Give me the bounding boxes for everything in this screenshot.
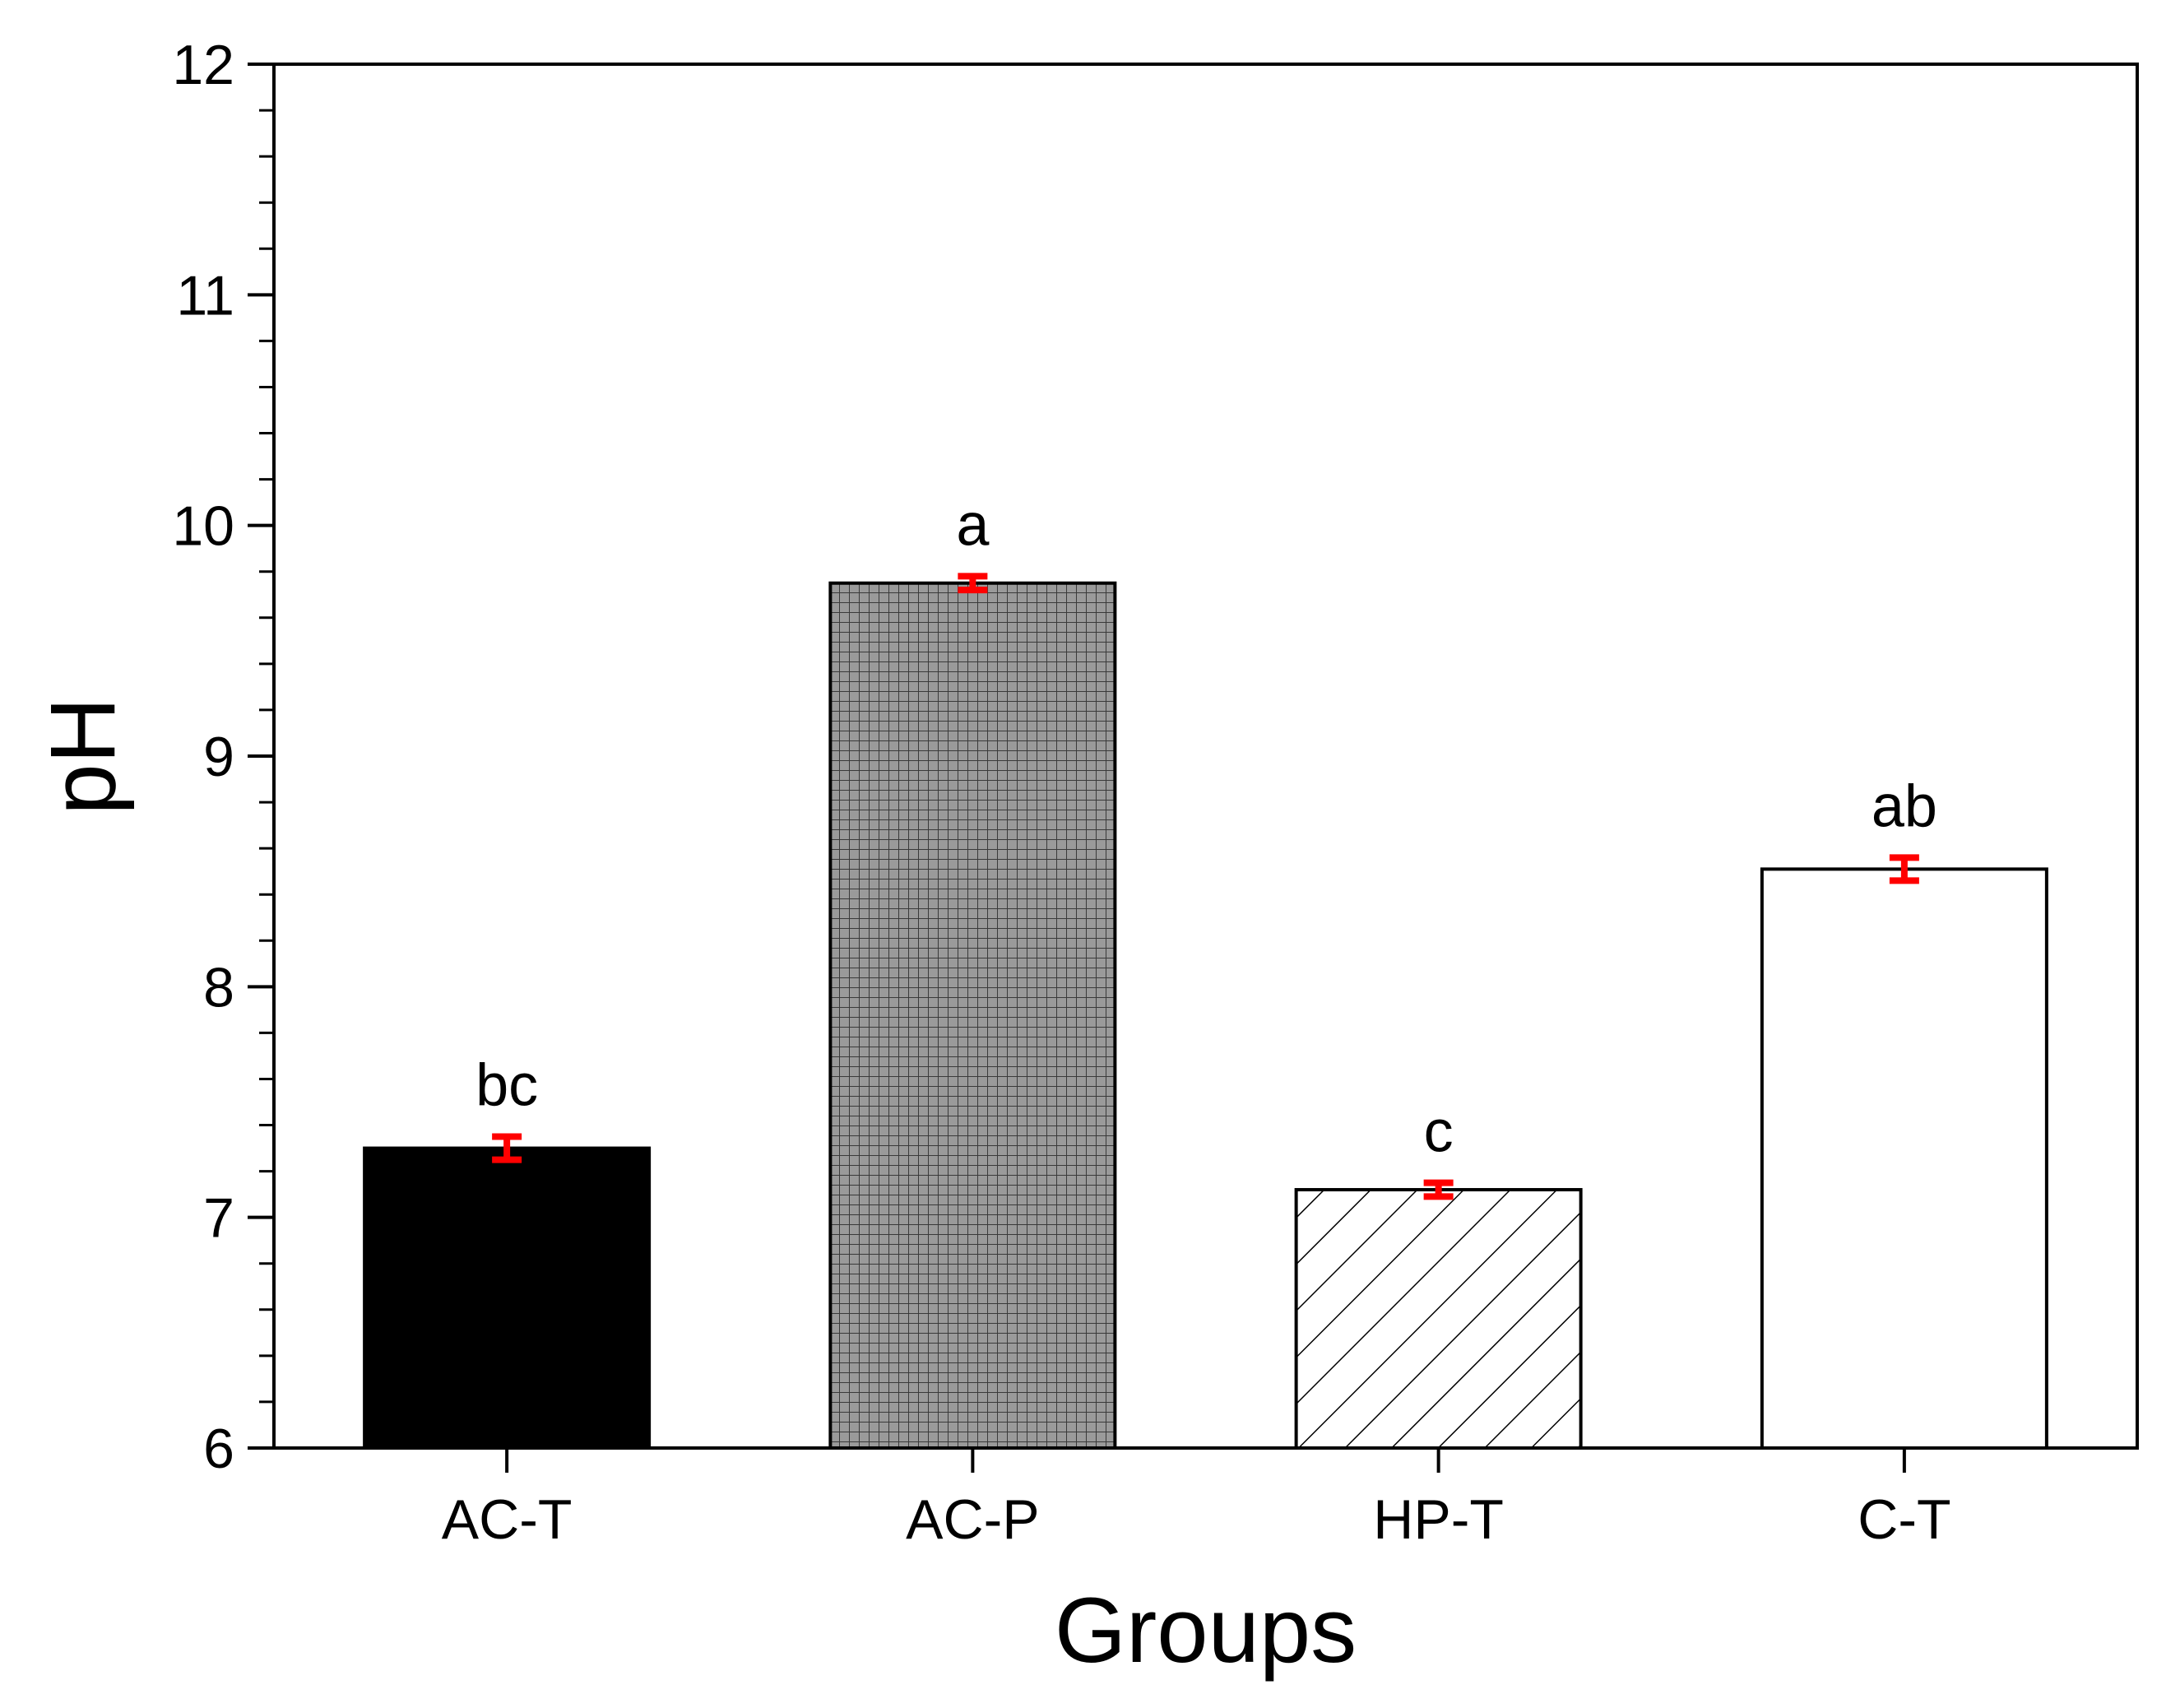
x-tick-label-ac-p: AC-P — [906, 1488, 1039, 1551]
y-tick-label: 11 — [176, 264, 234, 327]
bar-c-t — [1760, 867, 2048, 1450]
error-bar-ac-p — [958, 573, 988, 594]
y-tick-label: 10 — [172, 495, 234, 558]
error-bar-c-t — [1889, 854, 1919, 884]
x-tick-label-ac-t: AC-T — [442, 1488, 573, 1551]
x-axis-title: Groups — [1055, 1579, 1357, 1682]
y-tick-label: 6 — [203, 1418, 234, 1480]
bars-layer — [363, 573, 2048, 1450]
x-tick-label-hp-t: HP-T — [1373, 1488, 1504, 1551]
significance-label-hp-t: c — [1424, 1099, 1454, 1165]
x-tick-label-c-t: C-T — [1858, 1488, 1950, 1551]
y-tick-label: 7 — [203, 1187, 234, 1250]
bar-hp-t — [1294, 1188, 1583, 1450]
error-bar-ac-t — [492, 1133, 522, 1163]
significance-label-ac-p: a — [956, 492, 990, 558]
y-tick-label: 8 — [203, 956, 234, 1019]
bar-ac-t — [363, 1146, 652, 1450]
significance-label-c-t: ab — [1872, 773, 1937, 839]
labels-layer: bc AC-T a AC-P c HP-T ab C-T 6 7 8 9 10 11 12 — [172, 34, 1950, 1551]
significance-label-ac-t: bc — [475, 1053, 538, 1119]
error-bar-hp-t — [1423, 1179, 1454, 1200]
bar-ac-p — [828, 581, 1117, 1450]
y-tick-label: 12 — [172, 34, 234, 96]
y-tick-label: 9 — [203, 726, 234, 788]
axes-layer — [248, 63, 2139, 1473]
y-axis-title: pH — [32, 697, 135, 815]
